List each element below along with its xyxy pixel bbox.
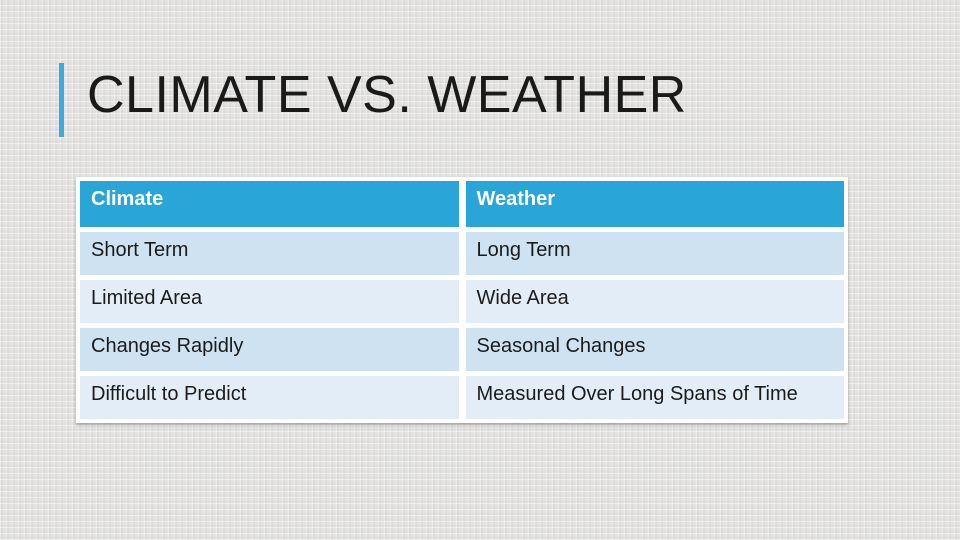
table-cell: Limited Area (80, 280, 459, 323)
comparison-table: Climate Weather Short Term Long Term Limited… (76, 177, 848, 423)
title-accent-bar (59, 63, 64, 137)
table-cell: Short Term (80, 232, 459, 275)
table-cell: Measured Over Long Spans of Time (465, 376, 844, 419)
slide-title: CLIMATE VS. WEATHER (87, 66, 687, 124)
table-cell: Seasonal Changes (465, 328, 844, 371)
table-cell: Wide Area (465, 280, 844, 323)
table-cell: Difficult to Predict (80, 376, 459, 419)
table-header-cell: Climate (80, 181, 459, 227)
table-header-cell: Weather (465, 181, 844, 227)
table-cell: Long Term (465, 232, 844, 275)
table-cell: Changes Rapidly (80, 328, 459, 371)
